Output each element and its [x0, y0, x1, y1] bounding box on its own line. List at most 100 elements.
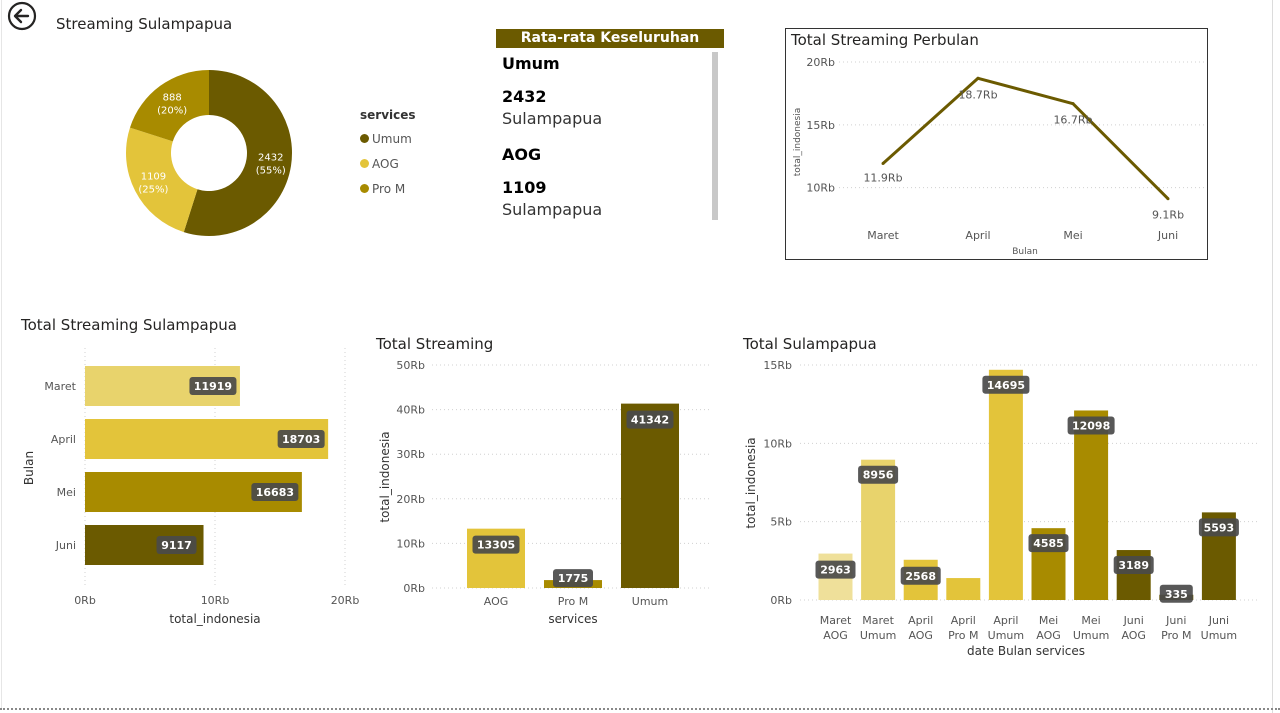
ms-data-label-juni-umum: 5593	[1204, 521, 1235, 534]
ms-xtick-label-service: AOG	[1121, 629, 1146, 642]
service-data-label-pro-m: 1775	[558, 572, 589, 585]
ms-data-label-maret-umum-bg	[858, 465, 899, 484]
ms-bar-mei-umum	[1074, 410, 1109, 600]
hbar-chart[interactable]: 0Rb 10Rb 20Rb Maret 11919 April 18703 Mei 16683 J…	[18, 340, 363, 630]
hbar-xtick-label: 20Rb	[331, 594, 360, 607]
ms-data-label-maret-aog: 2963	[820, 564, 851, 577]
ms-xtick-label-month: April	[951, 614, 976, 627]
month-service-bar-chart[interactable]: 0Rb 5Rb 10Rb 15Rb 2963 Maret AOG 8956 Maret Umum 2…	[740, 355, 1260, 665]
donut-percent-pro-m: (20%)	[157, 105, 187, 116]
ms-xtick-label-month: Maret	[820, 614, 852, 627]
legend-dot-umum	[360, 134, 369, 143]
card-region-umum: Sulampapua	[502, 109, 603, 128]
donut-value-aog: 1109	[141, 172, 166, 183]
ms-ytick-label: 5Rb	[770, 516, 792, 529]
service-bar-chart[interactable]: 0Rb 10Rb 20Rb 30Rb 40Rb 50Rb 13305 AOG 1775 Pro M…	[374, 355, 719, 630]
legend-label-umum: Umum	[372, 131, 412, 146]
ms-ytick-label: 10Rb	[763, 437, 792, 450]
legend-title: services	[360, 108, 416, 122]
service-ytick-label: 30Rb	[396, 448, 425, 461]
ms-data-label-maret-umum: 8956	[863, 469, 894, 482]
line-point-juni	[1166, 197, 1170, 201]
service-ytick-label: 50Rb	[396, 359, 425, 372]
line-chart-title: Total Streaming Perbulan	[791, 31, 979, 49]
hbar-category-label: Maret	[44, 380, 76, 393]
average-card: Umum 2432 Sulampapua AOG 1109 Sulampapua	[496, 52, 706, 222]
ms-xtick-label-month: April	[993, 614, 1018, 627]
ms-data-label-april-umum-bg	[982, 375, 1030, 394]
donut-percent-aog: (25%)	[138, 185, 168, 196]
hbar-data-label-maret: 11919	[194, 380, 232, 393]
back-arrow-icon	[7, 1, 37, 31]
line-series	[881, 76, 1170, 200]
ms-xtick-label-service: Umum	[1201, 629, 1237, 642]
ms-data-label-april-umum: 14695	[987, 379, 1025, 392]
service-ytick-label: 10Rb	[396, 537, 425, 550]
ms-data-label-juni-pro-m-bg	[1159, 584, 1193, 603]
ms-data-label-juni-pro-m: 335	[1165, 588, 1188, 601]
hbar-x-axis-title: total_indonesia	[169, 612, 260, 626]
line-data-label-maret: 11.9Rb	[863, 172, 902, 185]
ms-xtick-label-service: Pro M	[1161, 629, 1191, 642]
ms-xtick-label-service: Umum	[1073, 629, 1109, 642]
hbar-data-label-april: 18703	[282, 433, 320, 446]
ms-xtick-label-month: Juni	[1165, 614, 1186, 627]
hbar-data-label-juni: 9117	[161, 539, 192, 552]
line-xtick-label: Maret	[867, 229, 899, 242]
legend-label-aog: AOG	[372, 156, 399, 171]
line-xtick-label: April	[965, 229, 990, 242]
average-card-header: Rata-rata Keseluruhan	[496, 29, 724, 48]
ms-x-axis-title: date Bulan services	[967, 644, 1085, 658]
ms-bar-april-umum	[988, 369, 1023, 600]
service-y-axis-title: total_indonesia	[378, 431, 392, 522]
card-service-umum: Umum	[502, 54, 560, 73]
hbar-data-label-april-bg	[277, 430, 325, 448]
hbar-category-label: Juni	[55, 539, 76, 552]
line-chart[interactable]: 10Rb 15Rb 20Rb 11.9Rb Maret 18.7Rb April 16.7Rb…	[787, 50, 1207, 258]
line-point-maret	[881, 162, 885, 166]
line-xtick-label: Juni	[1157, 229, 1178, 242]
service-ytick-label: 40Rb	[396, 404, 425, 417]
line-ytick-label: 15Rb	[806, 119, 835, 132]
line-ytick-label: 20Rb	[806, 56, 835, 69]
service-ytick-label: 20Rb	[396, 493, 425, 506]
ms-data-label-april-aog-bg	[900, 566, 941, 585]
donut-slice-umum	[183, 70, 293, 236]
ms-bar-april-pro-m	[946, 578, 981, 600]
card-scrollbar[interactable]	[712, 52, 718, 220]
donut-slice-pro-m	[129, 70, 209, 142]
card-value-aog: 1109	[502, 178, 547, 197]
ms-xtick-label-month: Juni	[1208, 614, 1229, 627]
ms-data-label-juni-aog: 3189	[1118, 559, 1149, 572]
legend-item-aog[interactable]: AOG	[360, 151, 460, 176]
legend-dot-aog	[360, 159, 369, 168]
service-x-axis-title: services	[548, 612, 597, 626]
legend-label-pro-m: Pro M	[372, 181, 406, 196]
ms-data-label-juni-aog-bg	[1113, 556, 1154, 575]
page-right-edge	[1272, 0, 1273, 713]
hbar-category-label: April	[51, 433, 76, 446]
line-point-april	[976, 76, 980, 80]
ms-data-label-maret-aog-bg	[815, 560, 856, 579]
month-service-chart-title: Total Sulampapua	[743, 335, 877, 353]
donut-slice-aog	[126, 127, 198, 233]
legend-item-pro-m[interactable]: Pro M	[360, 176, 460, 201]
ms-data-label-mei-aog-bg	[1028, 534, 1069, 553]
service-xtick-label: Umum	[632, 595, 668, 608]
ms-data-label-juni-umum-bg	[1198, 518, 1239, 537]
legend-item-umum[interactable]: Umum	[360, 126, 460, 151]
ms-xtick-label-month: Mei	[1081, 614, 1100, 627]
page-left-edge	[1, 0, 2, 708]
service-bar-umum	[621, 403, 679, 588]
service-data-label-umum-bg	[626, 410, 674, 429]
hbar-category-label: Mei	[57, 486, 76, 499]
service-data-label-aog: 13305	[477, 539, 515, 552]
donut-chart[interactable]: 2432 (55%) 1109 (25%) 888 (20%)	[110, 60, 310, 250]
ms-data-label-mei-aog: 4585	[1033, 537, 1064, 550]
line-ytick-label: 10Rb	[806, 182, 835, 195]
hbar-data-label-maret-bg	[189, 377, 237, 395]
service-data-label-aog-bg	[472, 535, 520, 554]
ms-ytick-label: 0Rb	[770, 594, 792, 607]
back-button[interactable]	[6, 0, 38, 32]
card-service-aog: AOG	[502, 145, 542, 164]
